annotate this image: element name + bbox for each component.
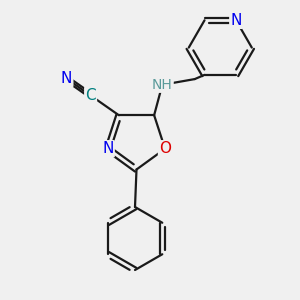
Text: C: C xyxy=(85,88,96,103)
Text: NH: NH xyxy=(152,78,173,92)
Text: N: N xyxy=(230,13,242,28)
Text: O: O xyxy=(159,141,171,156)
Text: N: N xyxy=(61,71,72,86)
Text: N: N xyxy=(102,141,114,156)
